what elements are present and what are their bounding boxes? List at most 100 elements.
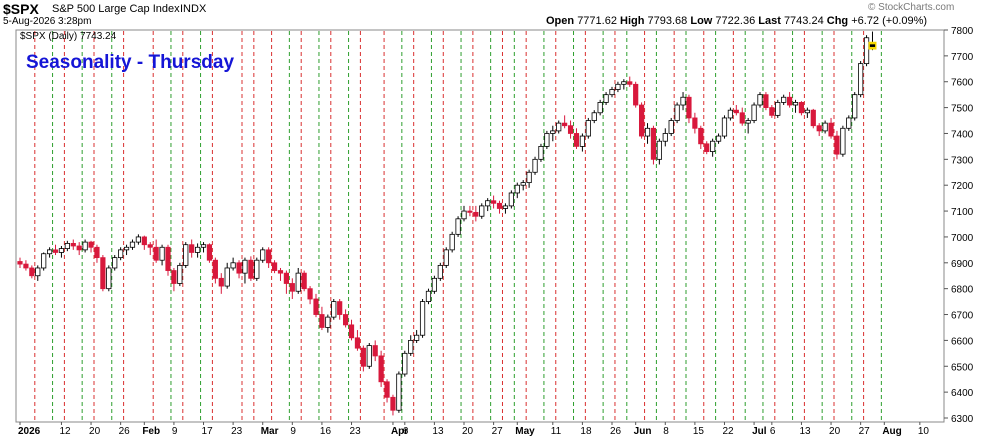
candle-106 — [644, 123, 651, 144]
candle-65 — [402, 350, 408, 377]
candle-77 — [473, 205, 479, 222]
y-tick-label-14: 7700 — [951, 52, 974, 63]
y-tick-label-15: 7800 — [951, 26, 974, 37]
candle-30 — [194, 243, 201, 258]
x-tick-label-28: 20 — [829, 426, 841, 437]
candle-7 — [58, 245, 65, 258]
candle-118 — [715, 133, 722, 144]
candle-144 — [868, 31, 877, 51]
y-axis: 6300 6400 6500 6600 6700 6800 6900 7000 7100 7200… — [944, 26, 974, 425]
candle-3 — [35, 265, 41, 281]
y-tick-label-1: 6400 — [951, 388, 974, 399]
candle-93 — [567, 120, 574, 139]
candle-29 — [189, 239, 195, 258]
candle-37 — [236, 260, 242, 279]
candlesticks — [17, 31, 877, 416]
y-tick-label-0: 6300 — [951, 414, 974, 425]
candle-21 — [141, 235, 147, 250]
candle-137 — [828, 117, 834, 139]
candle-70 — [431, 275, 438, 294]
candle-95 — [579, 133, 586, 152]
candle-27 — [177, 262, 183, 287]
candle-76 — [467, 205, 473, 217]
y-tick-label-12: 7500 — [951, 104, 974, 115]
x-tick-label-19: 18 — [580, 426, 592, 437]
candle-51 — [319, 306, 325, 331]
low-label: Low — [690, 15, 713, 27]
candle-23 — [153, 239, 159, 263]
candle-97 — [591, 110, 597, 124]
candle-20 — [135, 234, 141, 245]
candle-62 — [384, 379, 390, 403]
x-tick-label-9: 9 — [290, 426, 296, 437]
candle-75 — [461, 205, 467, 222]
y-tick-label-9: 7200 — [951, 181, 974, 192]
candle-87 — [532, 156, 538, 175]
y-tick-label-7: 7000 — [951, 233, 974, 244]
candle-43 — [271, 260, 278, 274]
candle-9 — [70, 239, 76, 250]
candle-61 — [378, 350, 384, 387]
candle-67 — [414, 330, 420, 343]
x-tick-label-21: Jun — [634, 426, 652, 437]
candle-14 — [100, 255, 106, 292]
candle-124 — [751, 102, 757, 124]
candle-104 — [633, 81, 639, 108]
candle-48 — [301, 270, 307, 292]
candle-127 — [769, 105, 775, 118]
candle-96 — [585, 117, 591, 139]
x-tick-label-22: 8 — [663, 426, 669, 437]
x-tick-label-16: 27 — [492, 426, 504, 437]
x-tick-label-5: 9 — [172, 426, 178, 437]
candle-107 — [650, 125, 657, 165]
candle-12 — [88, 240, 94, 253]
candle-84 — [514, 182, 520, 199]
chg-label: Chg — [826, 15, 849, 27]
candle-85 — [520, 180, 526, 191]
candle-25 — [165, 244, 171, 276]
candle-98 — [597, 99, 603, 116]
candle-81 — [496, 200, 503, 214]
candle-111 — [674, 102, 680, 124]
candle-86 — [526, 169, 532, 188]
candle-132 — [798, 101, 805, 116]
chg-value: +6.72 (+0.09%) — [851, 15, 928, 27]
symbol-description: S&P 500 Large Cap Index — [52, 3, 180, 15]
candle-59 — [366, 342, 372, 369]
candle-68 — [419, 299, 426, 338]
candle-33 — [212, 257, 218, 284]
exchange: INDX — [180, 3, 207, 15]
candle-6 — [52, 244, 59, 256]
candle-78 — [479, 203, 485, 219]
candle-112 — [680, 92, 686, 111]
candle-69 — [425, 288, 432, 305]
candle-72 — [443, 247, 449, 268]
candle-139 — [840, 125, 846, 157]
last-label: Last — [758, 15, 781, 27]
candle-24 — [159, 244, 165, 266]
candle-40 — [254, 257, 260, 281]
x-tick-label-18: 11 — [551, 426, 562, 437]
x-tick-label-27: 13 — [799, 426, 811, 437]
x-tick-label-10: 16 — [320, 426, 332, 437]
y-tick-label-11: 7400 — [951, 129, 974, 140]
x-tick-label-20: 26 — [610, 426, 622, 437]
chart-header: $SPX S&P 500 Large Cap Index INDX © Stoc… — [0, 0, 990, 30]
candle-133 — [804, 107, 810, 118]
candle-73 — [449, 231, 455, 253]
y-tick-label-2: 6500 — [951, 362, 974, 373]
x-tick-label-11: 23 — [350, 426, 362, 437]
high-value: 7793.68 — [647, 15, 688, 27]
candle-89 — [544, 130, 550, 149]
x-tick-label-7: 23 — [231, 426, 243, 437]
candle-11 — [82, 239, 88, 253]
candle-125 — [757, 92, 763, 108]
candle-53 — [331, 299, 337, 320]
candle-19 — [129, 239, 136, 250]
candle-58 — [360, 345, 366, 372]
candle-128 — [775, 99, 781, 118]
candle-101 — [615, 81, 621, 93]
candle-32 — [206, 243, 213, 263]
